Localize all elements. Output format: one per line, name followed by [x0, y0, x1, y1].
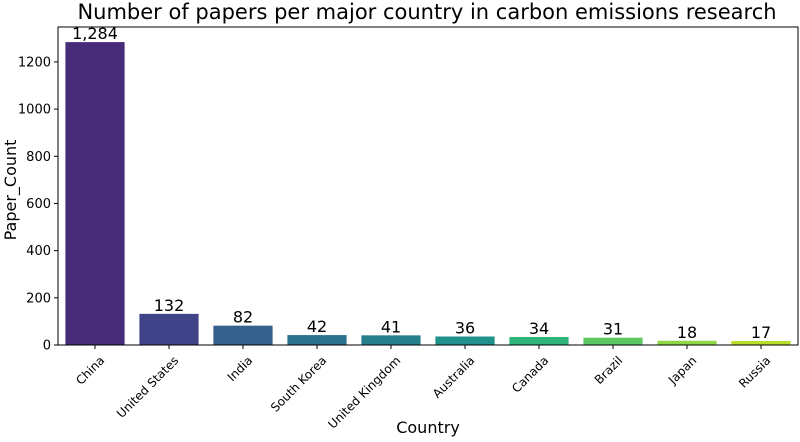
value-labels-group: 1,284 132 82 42 41 36 34 31 18 17 [72, 24, 771, 342]
y-tick-label: 600 [26, 197, 51, 212]
bar-south-korea [287, 335, 347, 345]
x-tick-label: United Kingdom [325, 353, 403, 431]
x-tick-label: South Korea [268, 353, 329, 414]
x-tick-label: India [225, 353, 256, 384]
y-tick-label: 1200 [18, 55, 51, 70]
bar-value-label: 31 [603, 320, 623, 339]
bar-united-kingdom [361, 335, 421, 345]
x-tick-label: Japan [665, 353, 699, 387]
bar-value-label: 82 [233, 308, 253, 327]
bar-japan [657, 340, 717, 345]
y-axis-ticks: 0 200 400 600 800 1000 1200 [18, 55, 58, 354]
bar-value-label: 132 [154, 296, 185, 315]
y-axis-label: Paper_Count [1, 140, 21, 241]
bar-brazil [583, 337, 643, 345]
bar-value-label: 41 [381, 317, 401, 336]
plot-frame [57, 26, 799, 346]
bar-china [65, 42, 125, 345]
bar-russia [731, 340, 791, 345]
axes [57, 26, 799, 346]
x-tick-label: Australia [430, 353, 477, 400]
x-tick-label: China [73, 353, 107, 387]
bar-value-label: 17 [751, 323, 771, 342]
bar-india [213, 325, 273, 345]
bar-value-label: 42 [307, 317, 327, 336]
chart-title: Number of papers per major country in ca… [77, 0, 776, 24]
bar-value-label: 1,284 [72, 24, 118, 43]
bar-canada [509, 336, 569, 345]
bar-united-states [139, 313, 199, 345]
bar-australia [435, 336, 495, 345]
x-tick-label: Canada [509, 353, 551, 395]
bars-group [65, 42, 791, 345]
bar-value-label: 34 [529, 319, 549, 338]
x-tick-label: Brazil [592, 353, 626, 387]
y-tick-label: 800 [26, 150, 51, 165]
bar-value-label: 36 [455, 319, 475, 338]
x-axis-label: Country [396, 418, 460, 437]
x-tick-label: United States [114, 353, 181, 420]
y-tick-label: 1000 [18, 103, 51, 118]
y-tick-label: 0 [43, 339, 51, 354]
x-tick-label: Russia [736, 353, 773, 390]
bar-value-label: 18 [677, 323, 697, 342]
y-tick-label: 200 [26, 291, 51, 306]
y-tick-label: 400 [26, 244, 51, 259]
